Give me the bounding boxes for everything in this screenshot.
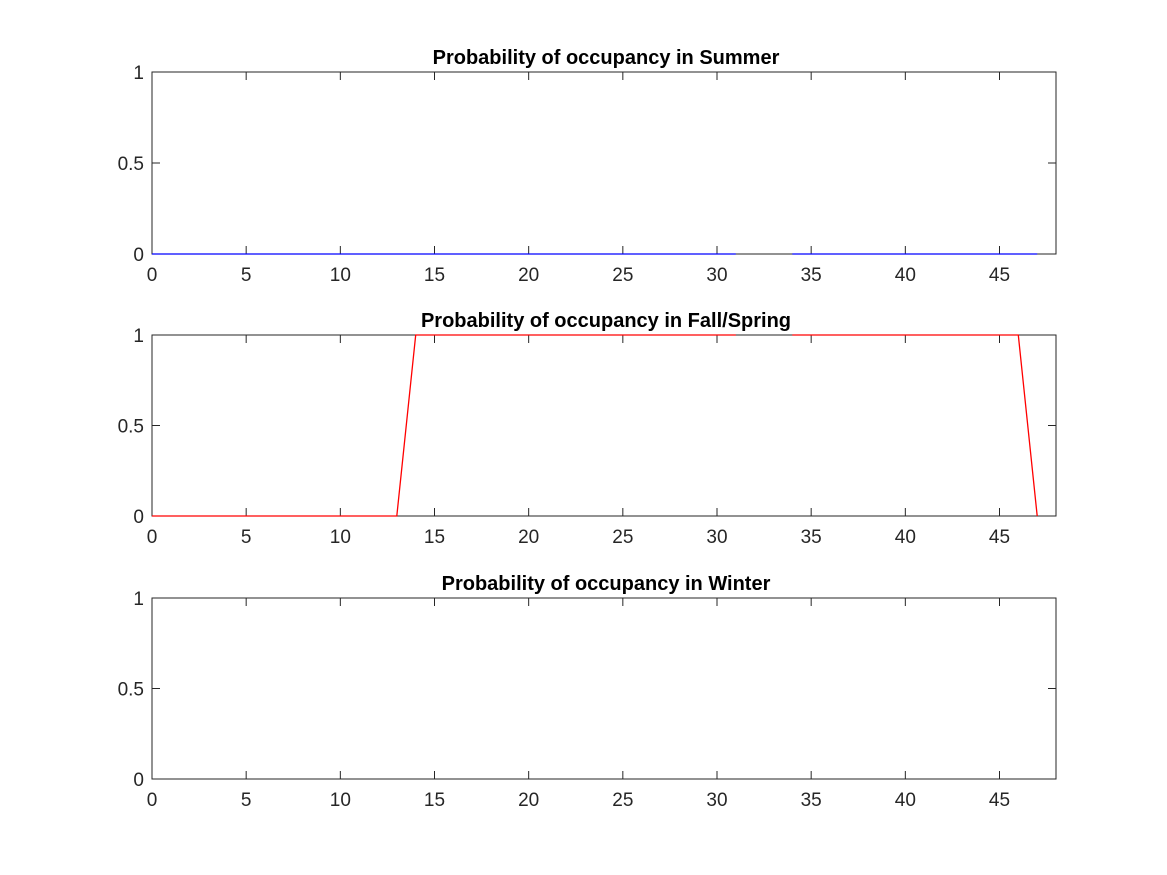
x-tick-label: 35 <box>801 790 822 811</box>
y-tick-label: 0.5 <box>118 154 144 175</box>
x-tick-label: 5 <box>241 527 252 548</box>
x-tick-label: 40 <box>895 265 916 286</box>
x-tick-label: 15 <box>424 790 445 811</box>
y-tick-label: 1 <box>133 63 144 84</box>
x-tick-label: 25 <box>612 527 633 548</box>
y-tick-label: 0 <box>133 245 144 266</box>
x-tick-label: 10 <box>330 265 351 286</box>
y-tick-label: 0 <box>133 770 144 791</box>
y-tick-label: 0.5 <box>118 680 144 701</box>
x-tick-label: 0 <box>147 265 158 286</box>
x-tick-label: 30 <box>706 265 727 286</box>
x-tick-label: 35 <box>801 265 822 286</box>
x-tick-label: 15 <box>424 265 445 286</box>
x-tick-label: 0 <box>147 527 158 548</box>
x-tick-label: 10 <box>330 790 351 811</box>
x-tick-label: 5 <box>241 790 252 811</box>
chart-2: 0 5 10 15 20 25 30 35 40 45 0 0.5 1 Probability of oc… <box>118 310 1057 548</box>
plot-area <box>151 71 1057 255</box>
chart-3: 0 5 10 15 20 25 30 35 40 45 0 0.5 1 Probability of oc… <box>118 573 1057 811</box>
x-tick-label: 45 <box>989 790 1010 811</box>
chart-1: 0 5 10 15 20 25 30 35 40 45 0 0.5 1 Probability of oc… <box>118 47 1057 286</box>
x-tick-label: 30 <box>706 527 727 548</box>
x-tick-label: 45 <box>989 265 1010 286</box>
x-tick-label: 25 <box>612 790 633 811</box>
chart-title: Probability of occupancy in Fall/Spring <box>421 310 791 332</box>
series-line <box>792 334 1038 517</box>
x-tick-label: 20 <box>518 265 539 286</box>
x-tick-label: 10 <box>330 527 351 548</box>
plot-area <box>151 334 1057 517</box>
y-tick-label: 0 <box>133 507 144 528</box>
x-tick-label: 0 <box>147 790 158 811</box>
chart-title: Probability of occupancy in Winter <box>442 573 771 595</box>
x-tick-label: 20 <box>518 527 539 548</box>
chart-title: Probability of occupancy in Summer <box>433 47 780 69</box>
x-tick-label: 40 <box>895 790 916 811</box>
series-line <box>152 334 736 517</box>
x-tick-label: 30 <box>706 790 727 811</box>
x-tick-label: 5 <box>241 265 252 286</box>
x-tick-label: 25 <box>612 265 633 286</box>
plot-area <box>151 597 1057 780</box>
y-tick-label: 1 <box>133 589 144 610</box>
x-tick-label: 20 <box>518 790 539 811</box>
x-tick-label: 45 <box>989 527 1010 548</box>
x-tick-label: 40 <box>895 527 916 548</box>
x-tick-label: 35 <box>801 527 822 548</box>
y-tick-label: 1 <box>133 326 144 347</box>
x-tick-label: 15 <box>424 527 445 548</box>
y-tick-label: 0.5 <box>118 417 144 438</box>
